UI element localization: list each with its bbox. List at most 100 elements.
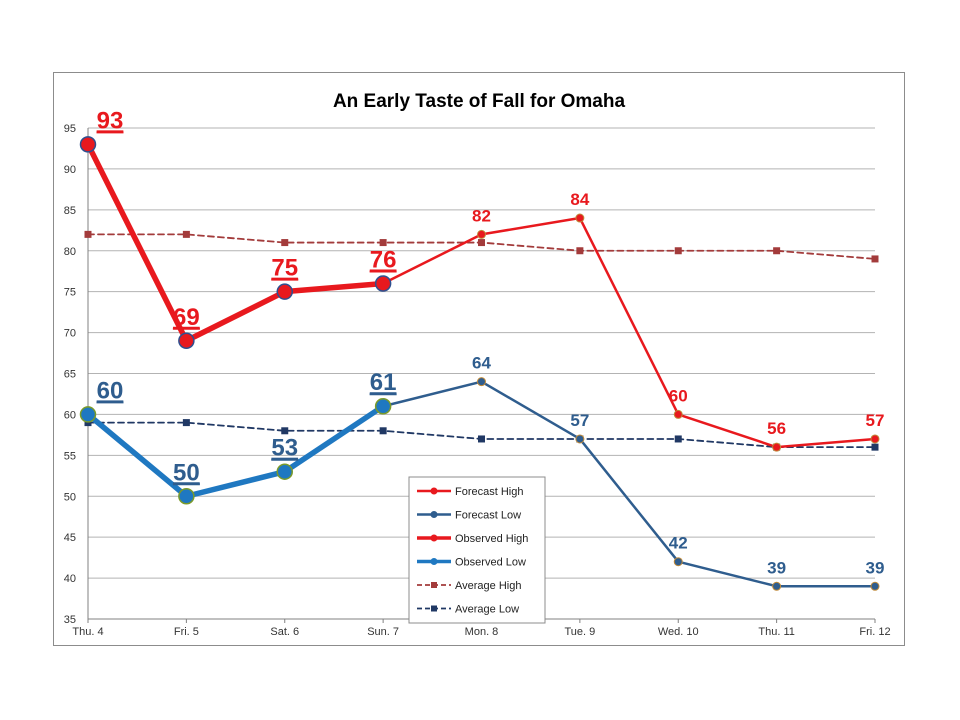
forecast-high-data-label: 82	[472, 206, 491, 225]
forecast-high-data-label: 56	[767, 419, 786, 438]
legend-swatch-marker	[430, 558, 438, 565]
x-tick-label: Fri. 5	[174, 626, 199, 638]
legend-swatch-marker	[431, 582, 437, 588]
observed-low-series	[79, 397, 392, 505]
legend-swatch-marker	[430, 487, 438, 495]
chart-title: An Early Taste of Fall for Omaha	[333, 91, 626, 112]
x-tick-label: Wed. 10	[658, 626, 699, 638]
y-tick-label: 80	[64, 246, 76, 258]
average-high-point	[773, 247, 781, 255]
observed-high-data-label: 69	[173, 304, 200, 331]
average-low-point	[281, 427, 289, 435]
axes: 35 40 45 50 55 60 65 70 75 80 85 90 95 Thu. 4 Fri. 5 Sa…	[64, 123, 891, 638]
legend-item-average-low: Average Low	[417, 604, 519, 616]
data-labels: 82 84 60 56 57 64 57 42 39 39 93 69 75 76 60 50 53 61	[96, 107, 885, 577]
x-tick-label: Thu. 11	[758, 626, 795, 638]
average-high-point	[674, 247, 682, 255]
x-tick-label: Sun. 7	[367, 626, 399, 638]
forecast-low-point	[477, 377, 486, 387]
average-high-point	[281, 239, 289, 247]
legend-label: Forecast High	[455, 486, 523, 498]
average-low-point	[478, 435, 485, 443]
legend-item-forecast-high: Forecast High	[417, 486, 523, 498]
legend-swatch-marker	[430, 511, 438, 518]
forecast-high-line	[381, 216, 877, 449]
forecast-high-point	[575, 213, 585, 223]
x-tick-label: Sat. 6	[270, 626, 299, 638]
y-tick-label: 40	[64, 573, 76, 585]
observed-low-data-label: 53	[271, 435, 298, 462]
observed-low-data-label: 50	[173, 459, 200, 486]
forecast-high-data-label: 57	[866, 411, 885, 430]
forecast-low-point	[870, 581, 880, 591]
observed-high-data-label: 93	[97, 107, 124, 134]
forecast-high-point	[772, 442, 782, 452]
x-tick-label: Fri. 12	[859, 626, 890, 638]
observed-high-point	[79, 136, 97, 153]
y-tick-label: 75	[64, 287, 76, 299]
forecast-high-point	[477, 229, 486, 239]
forecast-low-point	[575, 434, 585, 444]
average-low-line	[87, 421, 876, 449]
legend-item-observed-high: Observed High	[417, 533, 528, 545]
forecast-low-data-label: 39	[767, 558, 786, 577]
average-low-point	[379, 427, 387, 435]
chart-frame: An Early Taste of Fall for Omaha 35 40 45 5…	[53, 72, 905, 646]
average-low-series	[84, 419, 879, 451]
observed-low-point	[374, 397, 392, 415]
average-high-point	[576, 247, 584, 255]
average-high-point	[871, 255, 879, 263]
forecast-high-point	[673, 409, 683, 419]
y-tick-label: 70	[64, 328, 76, 340]
y-tick-label: 50	[64, 491, 76, 503]
legend-label: Average Low	[455, 604, 519, 616]
forecast-low-data-label: 39	[866, 558, 885, 577]
line-chart: An Early Taste of Fall for Omaha 35 40 45 5…	[64, 91, 891, 638]
observed-low-line	[85, 403, 386, 499]
observed-high-data-label: 76	[370, 246, 397, 273]
average-high-series	[84, 230, 879, 263]
observed-low-data-label: 60	[97, 377, 124, 404]
average-high-point	[379, 239, 387, 247]
observed-high-series	[79, 136, 392, 350]
legend-label: Observed High	[455, 533, 528, 545]
legend-label: Observed Low	[455, 557, 526, 569]
y-tick-label: 45	[64, 532, 76, 544]
forecast-high-point	[870, 434, 880, 444]
observed-high-point	[178, 332, 195, 350]
y-tick-label: 35	[64, 614, 76, 626]
legend: Forecast High Forecast Low Observed High Ob…	[408, 476, 546, 624]
forecast-low-line	[381, 380, 877, 588]
observed-high-line	[85, 141, 386, 344]
x-tick-label: Thu. 4	[72, 626, 103, 638]
legend-label: Forecast Low	[455, 510, 521, 522]
y-tick-label: 95	[64, 123, 76, 135]
observed-high-data-label: 75	[271, 255, 298, 282]
forecast-low-point	[673, 557, 683, 567]
observed-low-data-label: 61	[370, 369, 397, 396]
y-tick-label: 65	[64, 369, 76, 381]
y-tick-label: 60	[64, 409, 76, 421]
x-tick-label: Tue. 9	[564, 626, 595, 638]
series-layer	[79, 136, 880, 591]
forecast-low-data-label: 57	[570, 411, 589, 430]
average-low-point	[182, 419, 190, 427]
average-low-point	[674, 435, 682, 443]
y-tick-label: 55	[64, 450, 76, 462]
average-high-point	[182, 230, 190, 238]
legend-item-observed-low: Observed Low	[417, 557, 526, 569]
legend-label: Average High	[455, 580, 521, 592]
observed-low-point	[276, 463, 293, 480]
observed-low-point	[79, 406, 97, 423]
forecast-low-data-label: 42	[669, 534, 688, 553]
average-low-point	[871, 443, 879, 451]
observed-low-point	[178, 488, 195, 505]
legend-box	[408, 476, 546, 624]
forecast-high-data-label: 60	[669, 386, 688, 405]
legend-swatch-marker	[431, 605, 437, 612]
y-tick-label: 85	[64, 205, 76, 217]
average-high-point	[84, 230, 92, 238]
legend-item-forecast-low: Forecast Low	[417, 510, 521, 522]
observed-high-point	[276, 283, 293, 300]
legend-swatch-marker	[430, 534, 438, 542]
